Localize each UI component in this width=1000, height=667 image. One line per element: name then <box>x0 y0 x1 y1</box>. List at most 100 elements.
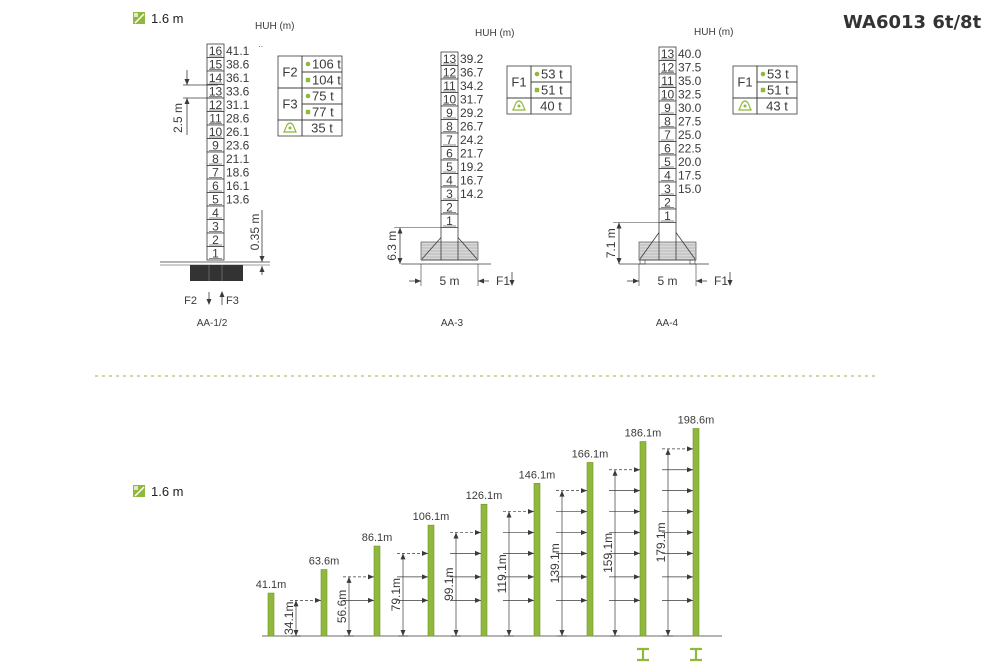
arrow-icon <box>293 600 299 607</box>
section-number: 9 <box>446 106 453 120</box>
tie-arrow-icon <box>475 550 481 556</box>
section-number: 8 <box>212 152 219 166</box>
base-brace <box>675 232 696 260</box>
anchor-height-label: 56.6m <box>335 590 349 623</box>
tie-arrow-icon <box>528 509 534 515</box>
section-number: 5 <box>212 193 219 207</box>
icon-corner <box>134 13 138 17</box>
arrow-icon <box>559 490 565 497</box>
weight-dot <box>743 104 747 108</box>
hook-height-value: 28.6 <box>226 112 250 126</box>
tie-arrow-icon <box>634 550 640 556</box>
mast-section-icon <box>133 12 145 24</box>
dim-foundation-label: 0.35 m <box>248 214 262 251</box>
tie-arrow-icon <box>368 574 374 580</box>
mast-aa-4-base <box>638 241 697 265</box>
circle-marker-icon <box>305 61 311 67</box>
load-force-label: F3 <box>282 97 297 112</box>
section-number: 10 <box>209 125 223 139</box>
hook-height-value: 34.2 <box>460 79 484 93</box>
dim-base-width-label: 5 m <box>657 274 677 288</box>
section-number: 2 <box>664 196 671 210</box>
section-size-label: 1.6 m <box>151 11 184 26</box>
section-number: 6 <box>446 147 453 161</box>
hook-height-value: 26.1 <box>226 125 250 139</box>
hook-height-value: 35.0 <box>678 74 702 88</box>
force-label-f3: F3 <box>226 295 239 307</box>
tower-height-label: 186.1m <box>625 428 662 440</box>
tie-arrow-icon <box>475 574 481 580</box>
tie-arrow-icon <box>634 574 640 580</box>
anchor-height-label: 79.1m <box>389 578 403 611</box>
page-title: WA6013 6t/8t <box>843 12 982 33</box>
arrow-icon <box>259 266 265 272</box>
section-number: 15 <box>209 58 223 72</box>
tower-bar <box>586 462 594 637</box>
tower-height-label: 63.6m <box>309 556 340 568</box>
arrow-icon <box>665 448 671 455</box>
section-number: 2 <box>446 201 453 215</box>
dim-base-height-label: 7.1 m <box>604 228 618 258</box>
anchor-height-label: 119.1m <box>495 554 509 593</box>
i-beam-shape <box>690 647 702 662</box>
hook-height-value: 18.6 <box>226 166 250 180</box>
arrow-icon <box>400 553 406 560</box>
arrow-icon <box>259 256 265 262</box>
anchor-height-label: 179.1m <box>654 522 668 562</box>
hook-height-value: 25.0 <box>678 128 702 142</box>
diagram-caption: AA-3 <box>441 318 464 329</box>
tower-height-label: 198.6m <box>678 414 715 426</box>
arrow-icon <box>346 630 352 636</box>
tie-arrow-icon <box>581 488 587 494</box>
force-label-f1: F1 <box>714 274 728 288</box>
tie-arrow-icon <box>687 488 693 494</box>
section-number: 7 <box>212 166 219 180</box>
tie-arrow-icon <box>581 529 587 535</box>
arrow-icon <box>346 576 352 583</box>
hook-height-value: 24.2 <box>460 133 484 147</box>
anchor-height-label: 159.1m <box>601 533 615 573</box>
tie-arrow-icon <box>581 550 587 556</box>
tie-arrow-icon <box>687 509 693 515</box>
section-number: 14 <box>209 71 223 85</box>
section-number: 5 <box>664 155 671 169</box>
tie-arrow-icon <box>581 597 587 603</box>
load-force-label: F1 <box>737 75 752 90</box>
diagram-caption: AA-4 <box>656 318 679 329</box>
arrow-icon <box>633 278 639 284</box>
tower-bar <box>427 524 435 637</box>
tie-arrow-icon <box>634 509 640 515</box>
tie-arrow-icon <box>687 597 693 603</box>
mast-section <box>658 208 677 223</box>
section-number: 3 <box>212 220 219 234</box>
arrow-icon <box>559 630 565 636</box>
tower-bar <box>639 441 647 637</box>
arrow-icon <box>696 278 702 284</box>
section-number: 10 <box>661 88 675 102</box>
hook-height-value: 16.7 <box>460 174 484 188</box>
hook-height-value: 31.7 <box>460 93 484 107</box>
arrow-icon <box>665 630 671 636</box>
weight-value: 43 t <box>766 99 788 114</box>
section-number: 1 <box>664 209 671 223</box>
hook-height-value: 38.6 <box>226 58 250 72</box>
tie-arrow-icon <box>528 529 534 535</box>
tower-height-label: 106.1m <box>413 511 450 523</box>
weight-value-cell <box>301 119 343 137</box>
tower-bar <box>480 503 488 637</box>
arrow-icon <box>184 98 190 104</box>
arrow-icon <box>612 469 618 476</box>
square-marker-icon <box>534 87 540 93</box>
tower-bar <box>373 545 381 637</box>
tie-arrow-icon <box>475 597 481 603</box>
tower-height-label: 166.1m <box>572 448 609 460</box>
arrow-down-icon <box>727 280 733 286</box>
section-number: 13 <box>443 52 457 66</box>
arrow-icon <box>453 630 459 636</box>
huh-label: HUH (m) <box>475 28 514 39</box>
section-number: 10 <box>443 93 457 107</box>
arrow-icon <box>400 630 406 636</box>
hook-height-value: 37.5 <box>678 61 702 75</box>
section-number: 6 <box>664 142 671 156</box>
